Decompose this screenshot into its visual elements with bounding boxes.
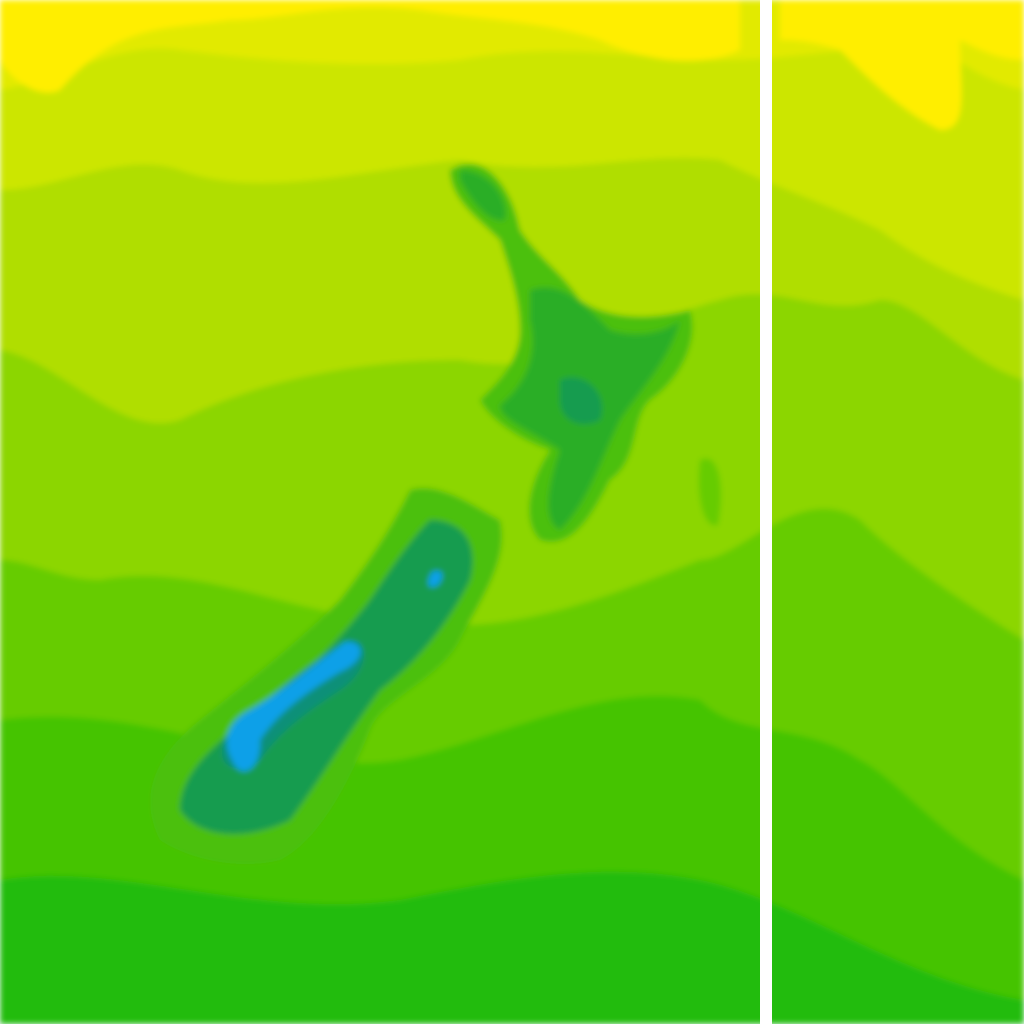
band [780, 0, 1024, 130]
north-island-tip [460, 170, 506, 221]
southern-alps-peak [428, 570, 443, 588]
southern-alps-peak [226, 641, 361, 772]
north-island-peak [560, 377, 602, 424]
band [0, 0, 740, 93]
land-lobe [790, 528, 873, 720]
panel-divider [760, 0, 772, 1024]
east-cape-shelf [698, 458, 721, 526]
